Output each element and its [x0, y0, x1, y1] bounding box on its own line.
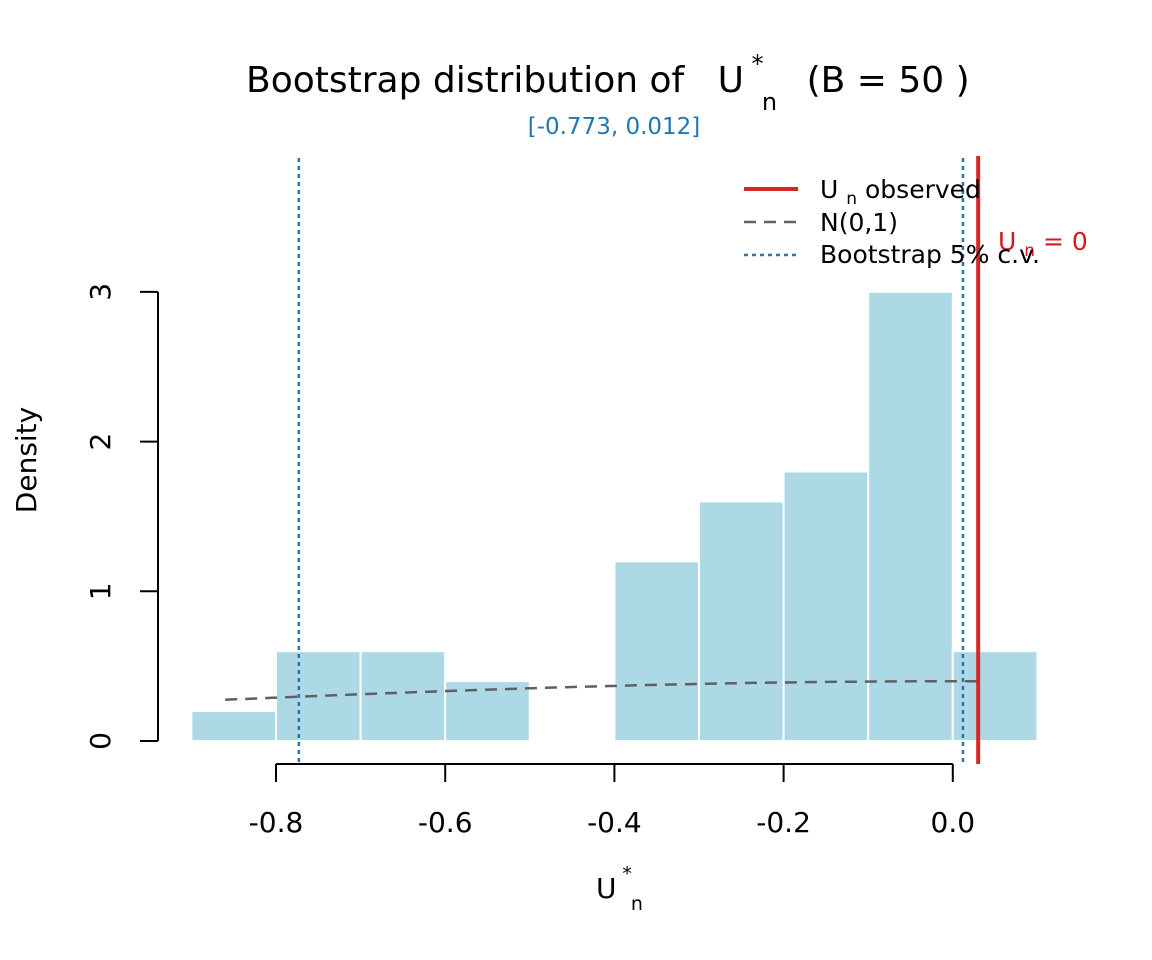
histogram-bar-6 [698, 500, 785, 743]
x-tick-label-2: -0.4 [587, 806, 642, 839]
legend-normal-label: N(0,1) [820, 208, 898, 237]
histogram-bar-3 [444, 680, 531, 742]
x-axis-title: U * n [596, 854, 643, 915]
x-tick-label-1: -0.6 [418, 806, 473, 839]
histogram-bar-2 [359, 650, 447, 742]
y-tick-label-1: 1 [84, 582, 117, 600]
y-tick-label-0: 0 [84, 732, 117, 750]
histogram-bar-7 [782, 470, 870, 742]
histogram-bar-9 [951, 650, 1039, 742]
histogram-bar-5 [613, 560, 701, 742]
observed-value-label: U n = 0 [998, 227, 1088, 262]
histogram-bar-8 [867, 290, 954, 742]
x-axis: -0.8 -0.6 -0.4 -0.2 0.0 [249, 763, 976, 839]
normal-curve-layer [225, 680, 979, 701]
y-axis-title: Density [10, 407, 43, 513]
x-tick-label-0: -0.8 [249, 806, 304, 839]
x-tick-label-4: 0.0 [931, 806, 976, 839]
y-axis: 0 1 2 3 [84, 283, 159, 750]
chart-title: Bootstrap distribution of U * n (B = 50 … [246, 40, 970, 119]
critical-values-layer [297, 158, 965, 764]
chart-subtitle: [-0.773, 0.012] [528, 114, 701, 140]
legend-observed-label: U n observed [820, 175, 981, 210]
normal-density-curve [225, 680, 979, 701]
y-tick-label-2: 2 [84, 433, 117, 451]
histogram-bars [190, 290, 1039, 743]
x-tick-label-3: -0.2 [756, 806, 811, 839]
y-tick-label-3: 3 [84, 283, 117, 301]
histogram-bar-0 [190, 710, 277, 742]
legend-critical-label: Bootstrap 5% c.v. [820, 240, 1040, 269]
legend: U n observed N(0,1) Bootstrap 5% c.v. [744, 175, 1040, 269]
